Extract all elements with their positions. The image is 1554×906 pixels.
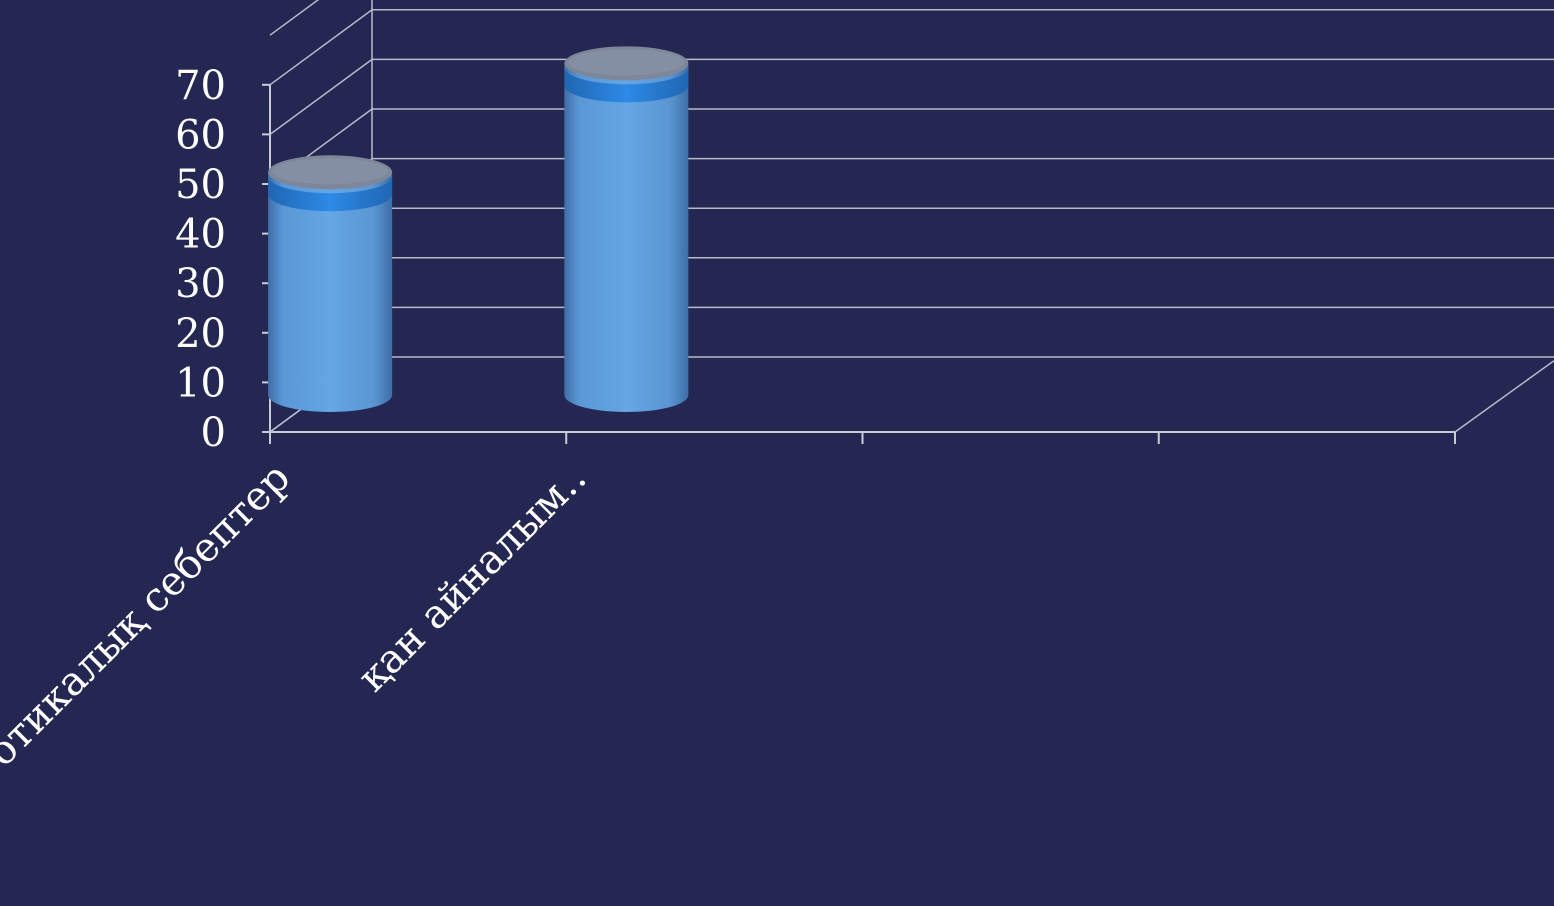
y-tick-label: 50 bbox=[175, 162, 226, 208]
y-tick-label: 0 bbox=[201, 410, 226, 456]
y-tick-label: 70 bbox=[175, 63, 226, 109]
gridline bbox=[269, 306, 1554, 384]
x-category-label: қан айналым.. bbox=[349, 455, 595, 701]
gridline bbox=[269, 58, 1554, 136]
y-tick-label: 30 bbox=[175, 261, 226, 307]
bar-cylinder bbox=[268, 155, 393, 412]
gridline bbox=[269, 257, 1554, 334]
y-tick-label: 60 bbox=[175, 112, 226, 158]
gridline bbox=[269, 108, 1554, 185]
gridline bbox=[269, 0, 320, 36]
x-category-label: Нефротикалық себептер bbox=[0, 455, 299, 858]
gridline bbox=[269, 157, 1554, 235]
y-tick-label: 40 bbox=[175, 212, 226, 258]
gridline bbox=[269, 207, 1554, 284]
y-tick-label: 10 bbox=[175, 360, 226, 406]
floor-right-edge bbox=[1454, 360, 1554, 433]
bar-cylinder bbox=[564, 46, 689, 412]
gridline bbox=[269, 356, 1554, 433]
gridline bbox=[269, 9, 1554, 86]
y-tick-label: 20 bbox=[175, 311, 226, 357]
